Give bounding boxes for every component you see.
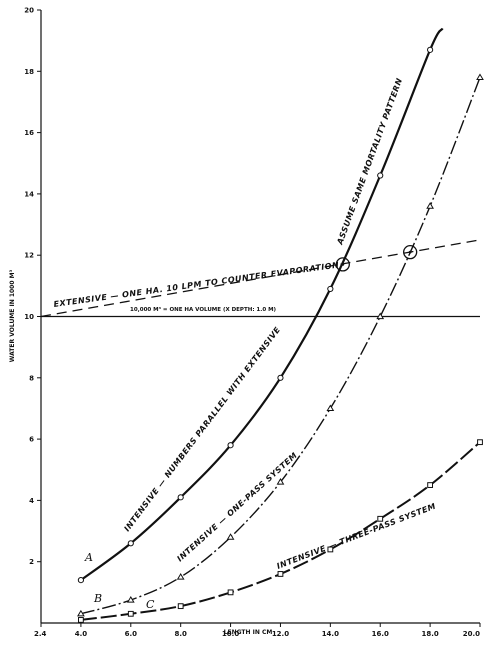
assume-mortality-annotation: ASSUME SAME MORTALITY PATTERN: [335, 77, 404, 247]
series-b-point: [126, 596, 135, 603]
y-tick-label: 10: [24, 313, 34, 321]
series-a-line: [80, 27, 444, 581]
series-a-point: [377, 172, 384, 179]
intersection-dot: [408, 250, 412, 254]
y-tick-label: 4: [29, 497, 34, 505]
intensive-parallel-annotation: INTENSIVE — NUMBERS PARALLEL WITH EXTENS…: [122, 325, 282, 533]
x-tick-label: 4.0: [75, 630, 88, 638]
series-b-point: [77, 609, 85, 617]
x-axis-title: LENGTH IN CM: [224, 629, 273, 636]
series-c-point: [377, 515, 384, 522]
x-tick-label: 2.4: [34, 630, 47, 638]
series-a-label: A: [84, 551, 93, 564]
x-tick-label: 18.0: [421, 630, 438, 638]
y-tick-label: 18: [24, 68, 34, 76]
series-layer: [77, 27, 484, 623]
x-tick-label: 8.0: [174, 630, 187, 638]
intersection-ring: [403, 244, 418, 260]
extensive-annotation: EXTENSIVE — ONE HA. 10 LPM TO COUNTER EV…: [53, 260, 340, 309]
series-b-point: [326, 404, 335, 412]
series-b-point: [426, 202, 434, 209]
series-a-point: [427, 46, 434, 53]
intersection-ring: [335, 257, 350, 272]
x-tick-label: 6.0: [125, 630, 138, 638]
y-tick-label: 14: [24, 190, 34, 198]
series-c-point: [277, 571, 284, 577]
evaporation-dashed-line: [40, 239, 481, 318]
one-ha-annotation: 10,000 M³ = ONE HA VOLUME (X DEPTH: 1.0 …: [130, 306, 277, 313]
y-tick-label: 6: [29, 436, 34, 444]
series-c-point: [127, 610, 134, 617]
series-c-point: [177, 603, 184, 610]
series-b-point: [476, 73, 484, 81]
series-c-point: [477, 439, 483, 446]
series-c-point: [227, 589, 234, 596]
x-tick-label: 20.0: [463, 630, 480, 638]
x-tick-label: 12.0: [272, 630, 289, 638]
y-tick-label: 20: [24, 7, 34, 15]
series-a-point: [127, 540, 134, 547]
intersection-markers: [335, 244, 418, 272]
y-tick-label: 8: [29, 374, 34, 382]
series-c-point: [427, 482, 434, 488]
intensive-one-pass-annotation: INTENSIVE — ONE-PASS SYSTEM: [175, 451, 299, 564]
y-axis-ticks: 2 4 6 8 10 12 14 16 18 20: [24, 7, 41, 566]
series-b-point: [226, 533, 235, 540]
x-tick-label: 14.0: [322, 630, 339, 638]
series-b-point: [276, 478, 285, 485]
x-tick-label: 16.0: [372, 630, 389, 638]
y-tick-label: 2: [29, 558, 34, 566]
series-a-point: [277, 374, 284, 381]
series-b-line: [80, 77, 481, 615]
y-tick-label: 16: [24, 129, 34, 137]
series-a-point: [177, 494, 184, 501]
series-c-point: [327, 546, 334, 553]
series-c-point: [78, 617, 84, 623]
intersection-dot: [341, 262, 345, 266]
series-a-point: [77, 576, 85, 584]
series-b-point: [376, 312, 385, 320]
y-axis-title: WATER VOLUME IN 1000 M³: [9, 269, 16, 362]
x-tick-label: 10.0: [222, 630, 239, 638]
series-a-point: [227, 442, 234, 449]
series-b-point: [176, 573, 185, 580]
intensive-three-pass-annotation: INTENSIVE — THREE-PASS SYSTEM: [275, 502, 437, 571]
series-c-label: C: [146, 598, 155, 611]
series-a-point: [327, 285, 334, 293]
series-b-label: B: [93, 592, 102, 605]
x-axis-ticks: 2.4 4.0 6.0 8.0 10.0 12.0 14.0 16.0 18.0 20.0: [34, 623, 481, 638]
y-tick-label: 12: [24, 252, 34, 260]
